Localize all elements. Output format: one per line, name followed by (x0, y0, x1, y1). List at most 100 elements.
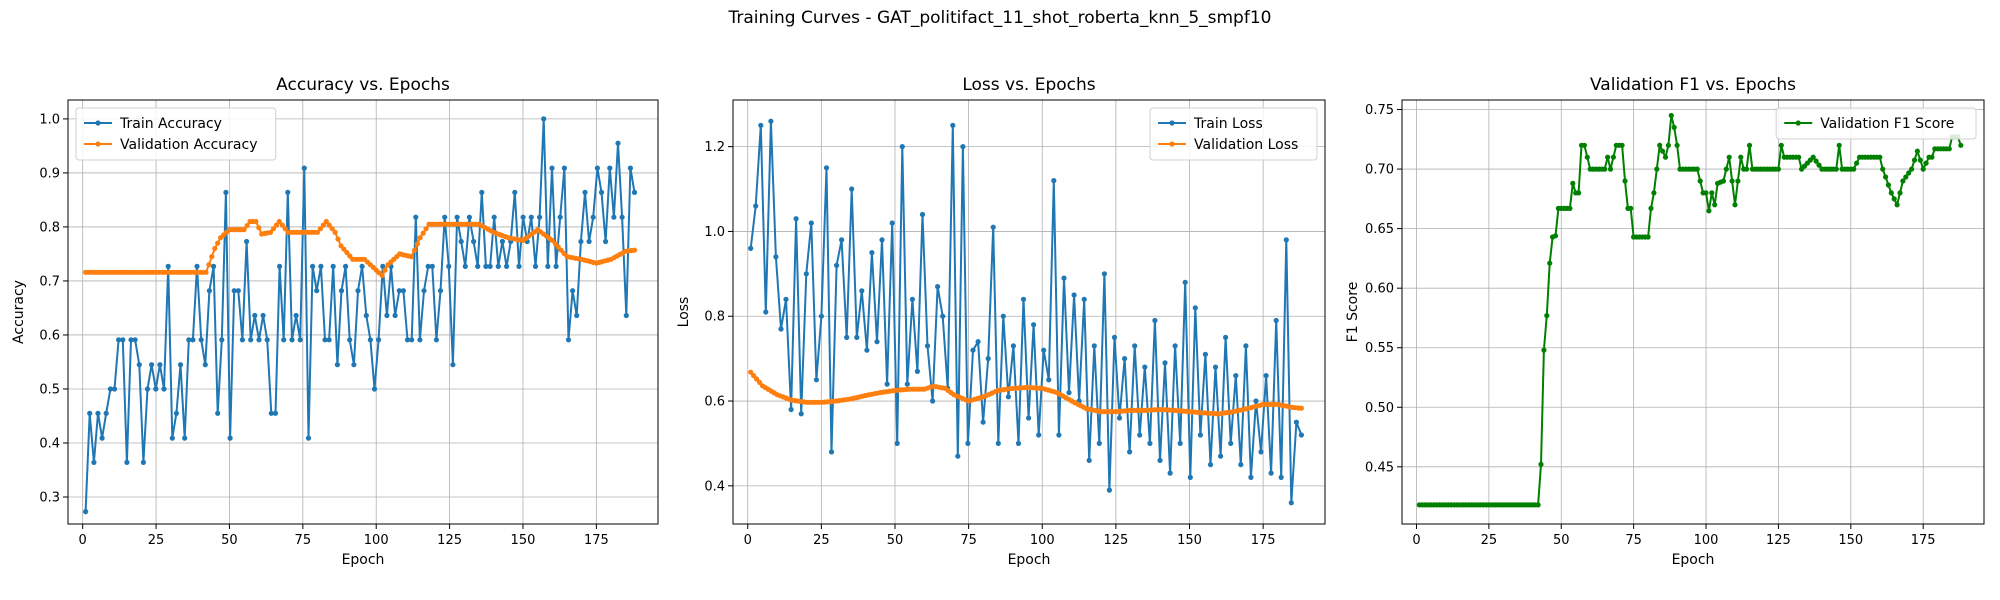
data-point (909, 296, 916, 302)
data-point (1891, 196, 1897, 202)
data-point (423, 226, 429, 232)
data-point (326, 222, 332, 228)
data-point (1914, 148, 1920, 154)
axes-frame (732, 99, 1326, 525)
chart-panel-3: 0 25 50 75 100 125 150 175 0.45 0.50 0.55 0.60 0.65 0… (1345, 75, 1985, 568)
data-point (1228, 440, 1234, 446)
data-point (1547, 260, 1553, 266)
data-point (1660, 148, 1666, 154)
chart-panel-2: 0 25 50 75 100 125 150 175 0.4 0.6 0.8 1.0 1.2 Loss v… (676, 75, 1326, 568)
data-point (859, 288, 865, 294)
legend-box (75, 107, 277, 161)
data-point (549, 165, 555, 171)
data-point (206, 262, 212, 268)
data-point (252, 312, 258, 319)
data-point (1182, 279, 1188, 285)
data-point (1288, 500, 1294, 506)
data-point (153, 386, 159, 392)
data-point (1662, 154, 1669, 160)
data-point (273, 222, 279, 228)
data-point (1567, 205, 1573, 211)
data-point (256, 337, 262, 343)
data-point (1202, 351, 1208, 357)
legend: Validation F1 Score (1775, 107, 1977, 140)
data-point (793, 216, 799, 222)
data-point (1041, 347, 1047, 353)
data-point (1851, 166, 1857, 172)
legend-label: Validation F1 Score (1820, 116, 1954, 132)
data-point (1810, 154, 1816, 160)
data-point (553, 263, 559, 269)
data-point (420, 230, 426, 236)
y-tick-label: 0.65 (1365, 222, 1394, 237)
data-point (1132, 343, 1138, 349)
data-point (379, 272, 385, 279)
data-point (1253, 398, 1259, 404)
data-point (1816, 162, 1822, 168)
data-point (1081, 296, 1087, 302)
data-point (924, 343, 931, 349)
data-point (1026, 415, 1032, 421)
data-point (425, 263, 431, 269)
data-point (768, 118, 774, 124)
data-point (751, 373, 757, 379)
data-point (1946, 146, 1952, 152)
data-point (611, 214, 617, 220)
y-tick-label: 0.55 (1365, 341, 1394, 356)
data-point (341, 246, 347, 252)
data-point (404, 337, 411, 343)
data-point (1654, 166, 1660, 172)
y-tick-label: 0.4 (704, 479, 725, 494)
data-point (788, 406, 794, 413)
data-point (1116, 415, 1123, 421)
data-point (479, 189, 485, 195)
data-point (136, 362, 142, 368)
data-point (1570, 180, 1576, 186)
data-point (1917, 157, 1923, 163)
data-point (111, 386, 118, 392)
data-point (417, 235, 423, 241)
data-point (1706, 208, 1712, 214)
data-point (528, 214, 534, 220)
data-point (748, 369, 754, 375)
data-point (1720, 178, 1726, 184)
data-point (748, 245, 754, 251)
data-point (995, 440, 1001, 446)
figure-title: Training Curves - GAT_politifact_11_shot… (728, 8, 1272, 28)
data-point (1888, 190, 1894, 196)
y-tick-label: 0.7 (39, 274, 60, 289)
y-tick-label: 1.0 (39, 112, 60, 127)
data-point (1071, 292, 1077, 298)
data-point (516, 263, 522, 269)
data-point (598, 189, 605, 195)
data-point (1142, 364, 1148, 370)
data-point (335, 236, 341, 242)
y-axis-label: F1 Score (1345, 282, 1361, 343)
data-point (244, 238, 250, 245)
data-point (756, 379, 763, 385)
data-point (578, 238, 584, 245)
y-tick-label: 0.9 (39, 166, 60, 181)
data-point (1645, 234, 1651, 240)
data-point (783, 296, 789, 302)
data-point (1535, 502, 1541, 508)
data-point (1127, 449, 1133, 455)
data-point (1137, 432, 1143, 438)
data-point (495, 263, 501, 269)
y-tick-label: 0.6 (39, 328, 60, 343)
data-point (322, 337, 328, 343)
data-point (194, 263, 200, 269)
legend-label: Validation Loss (1194, 137, 1298, 153)
data-point (874, 339, 880, 345)
y-tick-label: 0.8 (704, 310, 725, 325)
data-point (980, 419, 986, 425)
data-point (157, 362, 163, 368)
data-point (1746, 142, 1753, 148)
data-point (264, 337, 270, 343)
data-point (623, 312, 629, 319)
data-point (384, 312, 390, 319)
data-point (919, 211, 926, 218)
data-point (985, 356, 991, 362)
x-tick-label: 125 (437, 533, 462, 548)
